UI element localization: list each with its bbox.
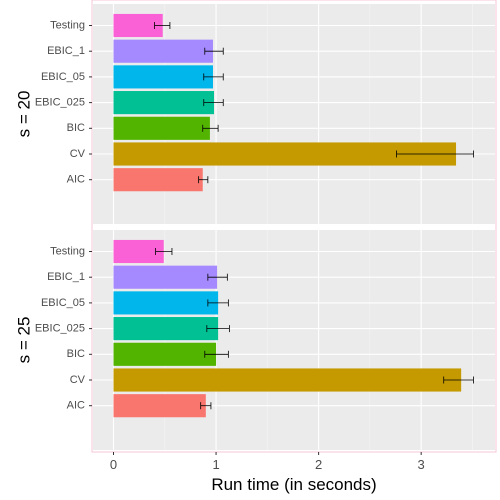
error-bar-ebic_05 [207, 299, 229, 307]
y-tick-label: CV [70, 148, 86, 160]
y-tick-label: EBIC_05 [41, 71, 85, 83]
error-bar-ebic_1 [207, 273, 228, 281]
y-tick-label: Testing [50, 245, 85, 257]
error-bar-testing [155, 248, 173, 255]
error-bar-bic [202, 124, 219, 132]
bar-bic [113, 116, 210, 140]
error-bar-ebic_025 [203, 99, 224, 107]
x-tick-label: 2 [315, 457, 322, 472]
y-tick-label: AIC [67, 400, 85, 412]
panel-s25: AIC CV BIC EBIC_025 EBIC_05 EBIC_1 Testing s =… [14, 230, 495, 450]
error-bar-cv [396, 150, 474, 158]
y-tick-label: AIC [67, 174, 85, 186]
x-tick-label: 0 [110, 457, 117, 472]
facet-label-s20: s = 20 [14, 91, 33, 138]
y-tick-label: EBIC_025 [35, 323, 85, 335]
y-tick-label: CV [70, 374, 86, 386]
x-axis-title: Run time (in seconds) [211, 475, 376, 494]
x-axis: 0 1 2 3 [110, 452, 425, 472]
error-bar-cv [443, 376, 474, 384]
y-tick-label: EBIC_1 [47, 45, 85, 57]
plot-border [91, 0, 497, 453]
bar-ebic_05 [113, 291, 219, 315]
bar-cv [113, 368, 462, 392]
bar-ebic_025 [113, 317, 219, 341]
y-tick-label: EBIC_1 [47, 271, 85, 283]
bar-ebic_05 [113, 65, 213, 89]
bar-testing [113, 239, 164, 264]
y-tick-label: EBIC_05 [41, 297, 85, 309]
panel-s20: AIC CV BIC EBIC_025 EBIC_05 EBIC_1 Testing s =… [14, 4, 495, 224]
bar-ebic_1 [113, 265, 218, 289]
error-bar-aic [198, 176, 209, 184]
bar-testing [113, 13, 163, 38]
y-tick-label: EBIC_025 [35, 97, 85, 109]
bar-bic [113, 342, 217, 366]
error-bar-ebic_025 [206, 325, 230, 333]
bar-ebic_025 [113, 91, 215, 115]
bar-aic [113, 394, 206, 418]
y-tick-label: BIC [67, 348, 85, 360]
facet-label-s25: s = 25 [14, 317, 33, 364]
bar-ebic_1 [113, 39, 213, 63]
x-tick-label: 1 [212, 457, 219, 472]
y-tick-label: Testing [50, 19, 85, 31]
bar-aic [113, 168, 203, 192]
error-bar-ebic_1 [204, 47, 224, 55]
error-bar-testing [154, 22, 171, 29]
bar-cv [113, 142, 457, 166]
error-bar-bic [204, 350, 229, 358]
y-tick-label: BIC [67, 122, 85, 134]
x-tick-label: 3 [418, 457, 425, 472]
error-bar-ebic_05 [203, 73, 224, 81]
error-bar-aic [200, 402, 212, 410]
